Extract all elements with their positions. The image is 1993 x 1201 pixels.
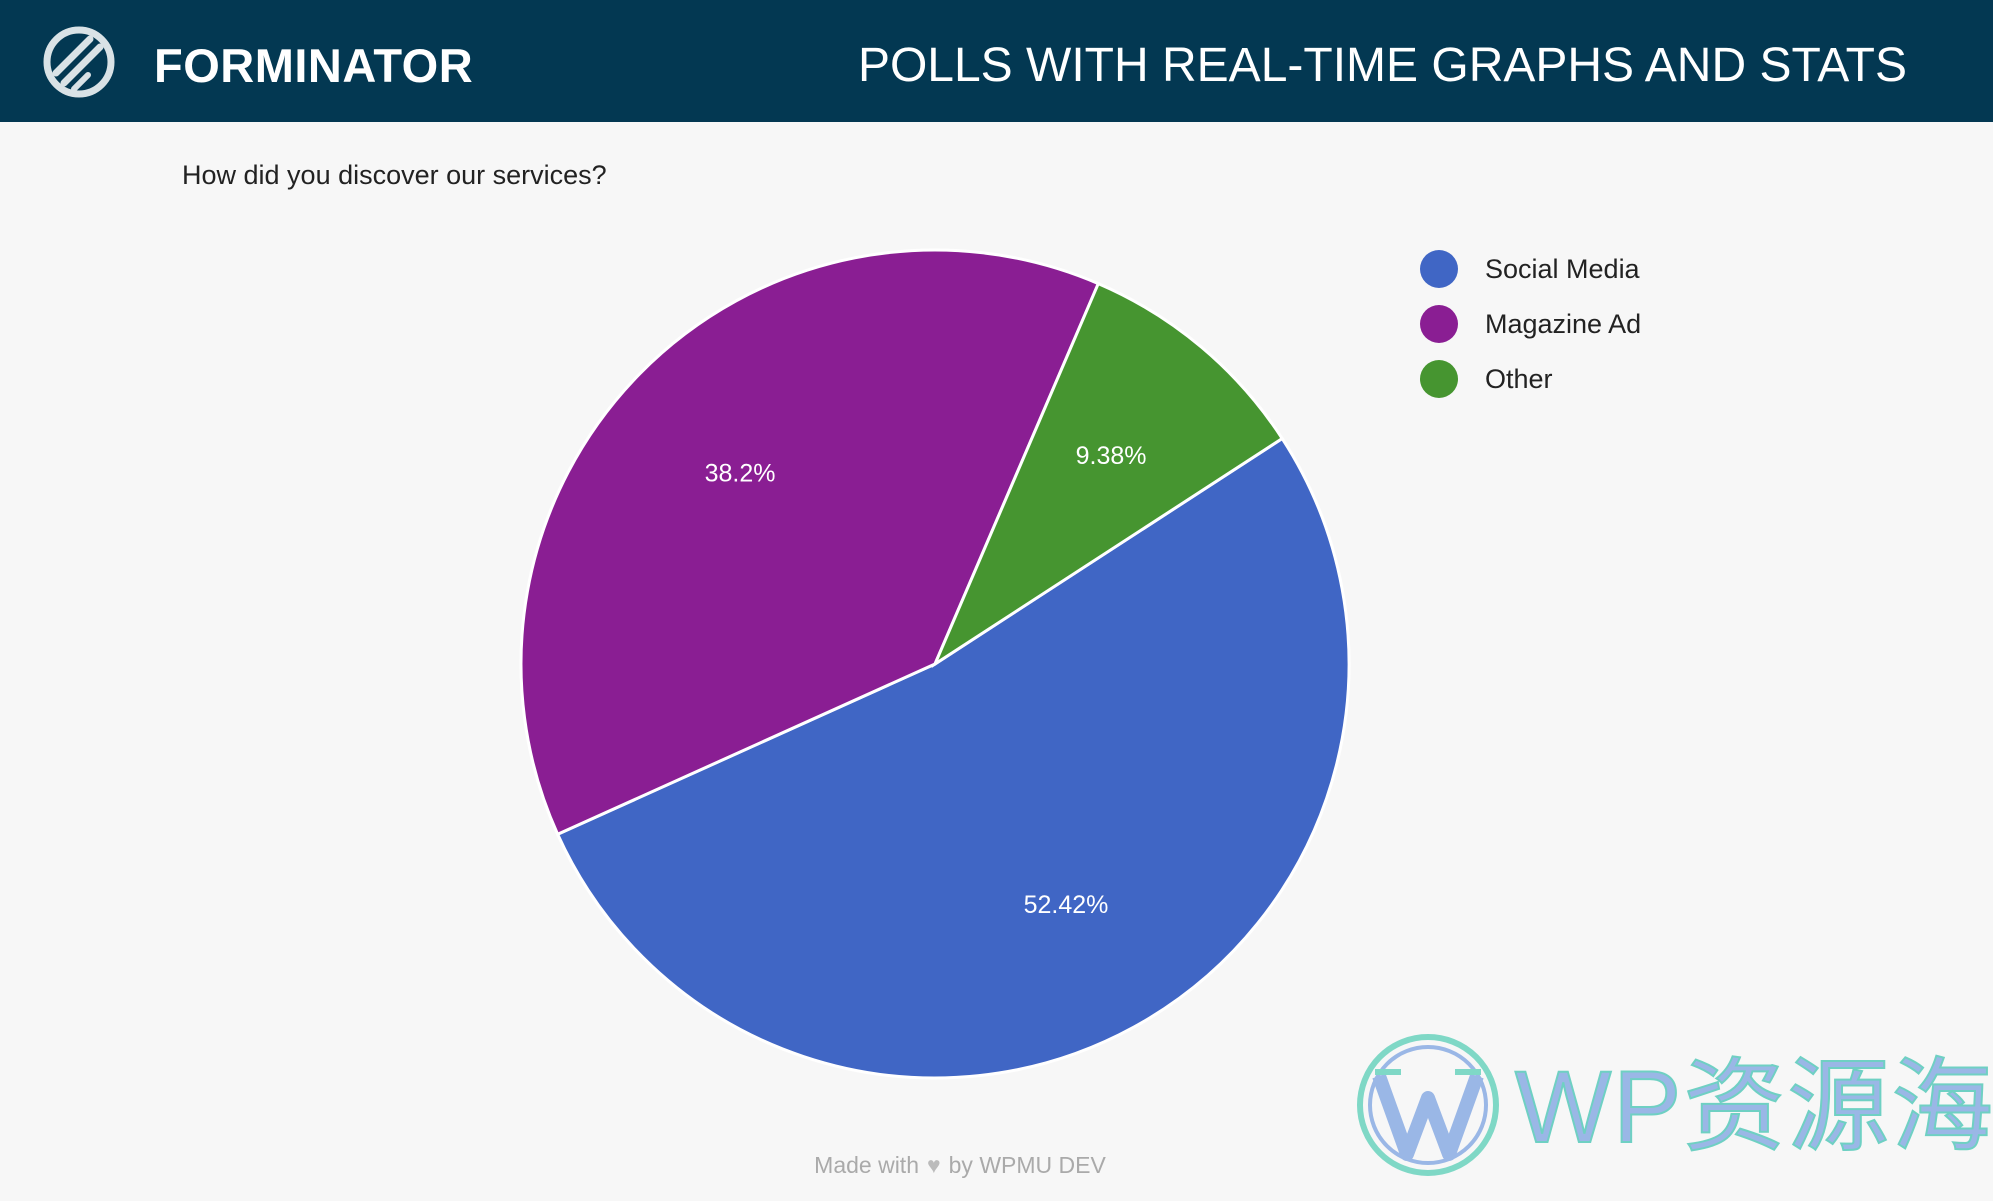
footer-by: by WPMU DEV xyxy=(948,1152,1106,1178)
pie-slice-label: 9.38% xyxy=(1076,442,1147,470)
pie-slice-label: 38.2% xyxy=(705,460,776,488)
pie-slice-magazine-ad[interactable] xyxy=(519,248,1101,837)
pie-slice-social-media[interactable] xyxy=(555,436,1351,1080)
legend-swatch xyxy=(1420,250,1458,288)
header-tagline: POLLS WITH REAL-TIME GRAPHS AND STATS xyxy=(857,39,1907,92)
legend-label: Magazine Ad xyxy=(1485,309,1642,339)
watermark-text: WP资源海 xyxy=(1514,1050,1993,1164)
chart-title: How did you discover our services? xyxy=(182,160,607,190)
heart-icon: ♥ xyxy=(926,1152,941,1178)
brand-name: FORMINATOR xyxy=(154,39,474,92)
wordpress-logo-icon xyxy=(1357,1034,1499,1176)
pie-slice-label: 52.42% xyxy=(1024,891,1109,919)
watermark: WP资源海 xyxy=(1350,1030,1993,1180)
footer-credit: Made with ♥ by WPMU DEV xyxy=(0,1150,1920,1180)
app-header: FORMINATOR POLLS WITH REAL-TIME GRAPHS A… xyxy=(0,0,1993,122)
footer-made-with: Made with xyxy=(814,1152,919,1178)
pie-slice-other[interactable] xyxy=(931,281,1285,668)
legend-label: Other xyxy=(1485,364,1553,394)
forminator-logo-icon xyxy=(43,26,115,98)
legend-swatch xyxy=(1420,360,1458,398)
legend-swatch xyxy=(1420,305,1458,343)
legend-label: Social Media xyxy=(1485,254,1640,284)
pie-chart: 52.42% 38.2% 9.38% xyxy=(519,248,1351,1080)
